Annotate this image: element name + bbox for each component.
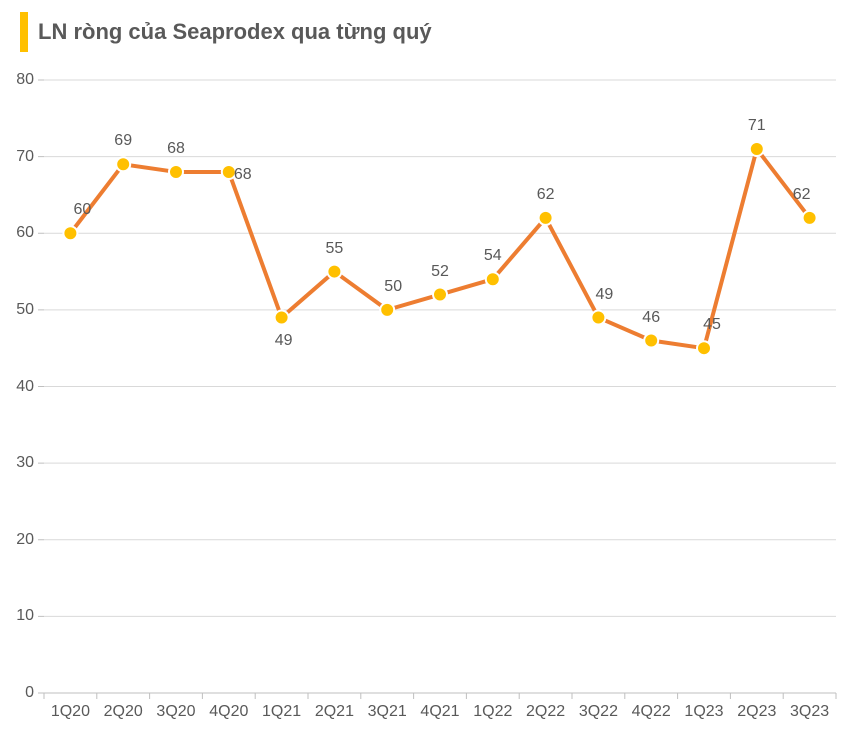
y-tick-label: 30 — [0, 454, 34, 472]
y-tick-label: 80 — [0, 71, 34, 89]
data-label: 54 — [484, 247, 502, 265]
data-label: 62 — [537, 186, 555, 204]
data-label: 60 — [73, 201, 91, 219]
data-label: 62 — [793, 186, 811, 204]
x-tick-label: 1Q23 — [684, 703, 723, 721]
data-label: 49 — [275, 332, 293, 350]
data-point — [275, 311, 289, 325]
data-label: 46 — [642, 309, 660, 327]
x-tick-label: 3Q20 — [156, 703, 195, 721]
data-point — [327, 265, 341, 279]
x-tick-label: 3Q23 — [790, 703, 829, 721]
x-tick-label: 1Q22 — [473, 703, 512, 721]
data-point — [169, 165, 183, 179]
chart-container: LN ròng của Seaprodex qua từng quý 01020… — [0, 0, 856, 733]
y-tick-label: 10 — [0, 607, 34, 625]
data-point — [486, 272, 500, 286]
data-point — [539, 211, 553, 225]
y-tick-label: 20 — [0, 531, 34, 549]
x-tick-label: 4Q21 — [420, 703, 459, 721]
x-tick-label: 1Q21 — [262, 703, 301, 721]
data-label: 50 — [384, 278, 402, 296]
y-tick-label: 50 — [0, 301, 34, 319]
x-tick-label: 3Q22 — [579, 703, 618, 721]
x-tick-label: 4Q20 — [209, 703, 248, 721]
data-label: 69 — [114, 132, 132, 150]
data-point — [380, 303, 394, 317]
x-tick-label: 3Q21 — [368, 703, 407, 721]
x-tick-label: 4Q22 — [632, 703, 671, 721]
data-point — [591, 311, 605, 325]
data-point — [644, 334, 658, 348]
data-label: 68 — [167, 140, 185, 158]
data-point — [63, 226, 77, 240]
chart-plot-area — [0, 0, 856, 733]
data-label: 55 — [325, 240, 343, 258]
y-tick-label: 60 — [0, 224, 34, 242]
data-point — [803, 211, 817, 225]
y-tick-label: 40 — [0, 378, 34, 396]
x-tick-label: 2Q22 — [526, 703, 565, 721]
x-tick-label: 1Q20 — [51, 703, 90, 721]
data-label: 71 — [748, 117, 766, 135]
data-point — [750, 142, 764, 156]
x-tick-label: 2Q23 — [737, 703, 776, 721]
data-point — [697, 341, 711, 355]
x-tick-label: 2Q21 — [315, 703, 354, 721]
series-line — [70, 149, 809, 348]
data-point — [116, 157, 130, 171]
x-tick-label: 2Q20 — [104, 703, 143, 721]
data-label: 68 — [234, 166, 252, 184]
data-point — [433, 288, 447, 302]
y-tick-label: 0 — [0, 684, 34, 702]
data-label: 45 — [703, 316, 721, 334]
data-label: 49 — [595, 286, 613, 304]
data-label: 52 — [431, 263, 449, 281]
y-tick-label: 70 — [0, 148, 34, 166]
